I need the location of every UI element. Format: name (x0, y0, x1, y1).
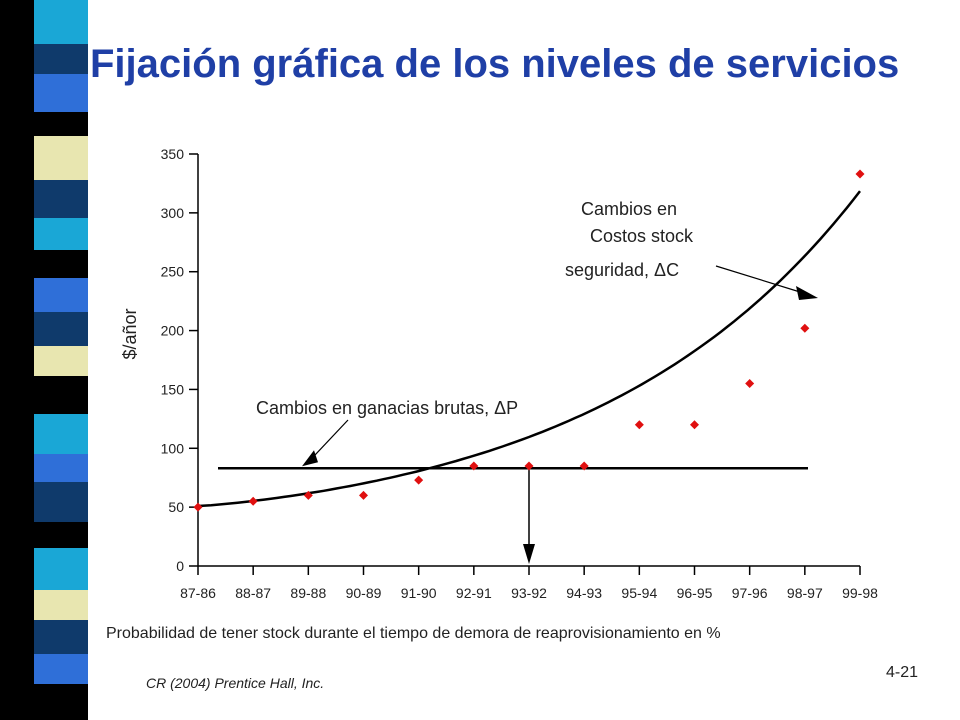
x-tick-label: 90-89 (346, 585, 382, 601)
y-tick-label: 350 (161, 146, 185, 162)
decorative-strip-tile (34, 74, 88, 112)
gross-margin-label: Cambios en ganacias brutas, ΔP (256, 398, 518, 418)
gross-margin-leader (309, 419, 349, 461)
data-point (193, 502, 203, 512)
stock-cost-label-line3: seguridad, ΔC (565, 260, 679, 280)
safety-stock-cost-curve (197, 190, 861, 508)
x-tick-label: 99-98 (842, 585, 878, 601)
stock-cost-leader-head (796, 286, 818, 300)
x-tick-label: 94-93 (566, 585, 602, 601)
x-tick-label: 89-88 (290, 585, 326, 601)
data-point (414, 475, 424, 485)
chart-lines (197, 190, 861, 564)
data-point (469, 461, 479, 471)
data-point (359, 490, 368, 500)
decorative-strip-tile (34, 112, 88, 136)
stock-cost-leader (715, 265, 801, 293)
data-point (745, 379, 755, 389)
decorative-strip-tile (34, 278, 88, 312)
decorative-strip-tile (34, 620, 88, 654)
x-tick-label: 97-96 (732, 585, 768, 601)
y-tick-label: 100 (161, 440, 185, 456)
decorative-strip-tile (34, 180, 88, 218)
y-tick-label: 250 (161, 264, 185, 280)
chart-points (193, 169, 865, 512)
decorative-strip-tile (34, 136, 88, 180)
decorative-strip-tile (34, 44, 88, 74)
x-tick-label: 95-94 (621, 585, 657, 601)
decorative-strip-tile (34, 482, 88, 522)
slide-number: 4-21 (886, 664, 919, 681)
stock-cost-label-line2: Costos stock (590, 226, 694, 246)
optimum-arrow-head (523, 544, 535, 564)
data-point (579, 461, 589, 471)
decorative-strip-tile (34, 218, 88, 250)
y-tick-label: 200 (161, 323, 185, 339)
slide-title: Fijación gráfica de los niveles de servi… (90, 42, 900, 86)
data-point (303, 490, 313, 500)
data-point (524, 461, 534, 471)
y-axis-label: $/añor (120, 308, 140, 359)
decorative-strip-tile (34, 312, 88, 346)
decorative-strip-tile (34, 684, 88, 720)
decorative-strip-tile (34, 548, 88, 590)
decorative-strip-tile (34, 454, 88, 482)
decorative-strip-tile (34, 654, 88, 684)
data-point (248, 496, 258, 506)
x-tick-label: 87-86 (180, 585, 216, 601)
decorative-strip (0, 0, 108, 720)
decorative-strip-edge (0, 0, 34, 720)
x-tick-label: 92-91 (456, 585, 492, 601)
data-point (855, 169, 865, 179)
y-tick-label: 300 (161, 205, 185, 221)
y-tick-label: 0 (176, 558, 184, 574)
footer-credit: CR (2004) Prentice Hall, Inc. (146, 675, 325, 691)
x-tick-label: 96-95 (677, 585, 713, 601)
decorative-strip-tile (34, 0, 88, 44)
gross-margin-leader-head (302, 450, 318, 467)
data-point (800, 323, 810, 333)
data-point (690, 420, 699, 430)
decorative-strip-tile (34, 590, 88, 620)
y-tick-label: 150 (161, 381, 185, 397)
stock-cost-label-line1: Cambios en (581, 199, 677, 219)
decorative-strip-tile (34, 346, 88, 376)
x-tick-label: 91-90 (401, 585, 437, 601)
x-tick-label: 88-87 (235, 585, 271, 601)
x-axis-label: Probabilidad de tener stock durante el t… (106, 625, 721, 642)
data-point (634, 420, 644, 430)
decorative-strip-tile (34, 250, 88, 278)
x-tick-label: 98-97 (787, 585, 823, 601)
chart-axes: 0 50 100 150 200 250 300 350 87-86 88-87 89-88 90-8… (161, 146, 878, 601)
y-tick-label: 50 (168, 499, 184, 515)
decorative-strip-tile (34, 376, 88, 414)
decorative-strip-tile (34, 522, 88, 548)
decorative-strip-tile (34, 414, 88, 454)
x-tick-label: 93-92 (511, 585, 547, 601)
